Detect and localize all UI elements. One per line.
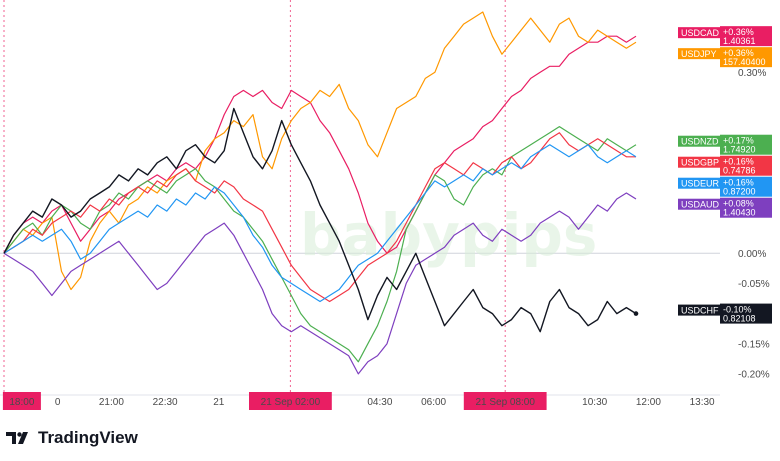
session-lines — [3, 0, 506, 395]
x-tick-label-8: 21 Sep 08:00 — [475, 397, 535, 408]
badge-usdgbp: USDGBP +0.16%0.74786 — [678, 155, 772, 176]
badge-symbol: USDGBP — [681, 158, 719, 168]
badge-price: 1.40430 — [723, 208, 756, 218]
badge-usdjpy: USDJPY +0.36%157.40400 — [678, 47, 772, 68]
y-tick-label-2: 0.00% — [738, 249, 766, 260]
x-axis[interactable]: 18:00 0 21:00 22:30 21 21 Sep 02:00 04:30 06:00… — [2, 392, 715, 410]
badge-usdnzd: USDNZD +0.17%1.74920 — [678, 134, 772, 155]
x-tick-highlight-8 — [463, 392, 547, 410]
badge-price: 0.74786 — [723, 166, 756, 176]
x-tick-label-1: 0 — [55, 397, 61, 408]
badge-usdchf: USDCHF -0.10%0.82108 — [678, 303, 772, 324]
x-tick-label-9: 10:30 — [582, 397, 607, 408]
x-tick-label-6: 04:30 — [367, 397, 392, 408]
badge-change: -0.10% — [723, 305, 752, 315]
watermark-text: babypips — [300, 201, 597, 269]
x-tick-label-7: 06:00 — [421, 397, 446, 408]
badge-change: +0.16% — [723, 178, 754, 188]
series-line-usdaud — [3, 192, 637, 375]
series-line-usdjpy — [3, 11, 637, 291]
badge-usdaud: USDAUD +0.08%1.40430 — [678, 197, 772, 218]
series-line-usdeur — [3, 144, 637, 303]
tradingview-brand[interactable]: TradingView — [6, 428, 138, 448]
badge-change: +0.36% — [723, 48, 754, 58]
badge-change: +0.36% — [723, 27, 754, 37]
series-lines — [3, 11, 639, 375]
series-last-point-usdchf — [633, 311, 639, 316]
x-tick-label-3: 22:30 — [153, 397, 178, 408]
x-tick-label-0: 18:00 — [9, 397, 34, 408]
badge-change: +0.16% — [723, 157, 754, 167]
y-tick-label-4: -0.15% — [738, 339, 770, 350]
series-line-usdgbp — [3, 132, 636, 303]
badge-change: +0.08% — [723, 199, 754, 209]
y-tick-label-0: 0.30% — [738, 68, 766, 79]
x-tick-label-5: 21 Sep 02:00 — [261, 397, 321, 408]
series-line-usdchf — [3, 107, 637, 333]
x-tick-highlight-5 — [249, 392, 332, 410]
brand-name: TradingView — [38, 428, 138, 447]
x-tick-highlight-0 — [2, 392, 41, 410]
badge-symbol: USDAUD — [681, 200, 720, 210]
badge-price: 0.82108 — [723, 314, 756, 324]
series-line-usdnzd — [3, 125, 637, 363]
badge-price: 1.74920 — [723, 145, 756, 155]
badge-usdeur: USDEUR +0.16%0.87200 — [678, 176, 772, 197]
badge-symbol: USDNZD — [681, 137, 719, 147]
badge-usdcad: USDCAD +0.36%1.40361 — [678, 26, 772, 47]
badge-symbol: USDCHF — [681, 306, 719, 316]
badge-symbol: USDEUR — [681, 179, 720, 189]
badge-change: +0.17% — [723, 136, 754, 146]
badge-price: 0.87200 — [723, 187, 756, 197]
tradingview-logo-icon — [6, 432, 28, 444]
x-tick-label-2: 21:00 — [99, 397, 124, 408]
badge-symbol: USDCAD — [681, 28, 720, 38]
y-tick-label-3: -0.05% — [738, 279, 770, 290]
badge-price: 1.40361 — [723, 36, 756, 46]
y-tick-label-5: -0.20% — [738, 369, 770, 380]
x-tick-label-11: 13:30 — [690, 397, 715, 408]
x-tick-label-4: 21 — [213, 397, 225, 408]
badge-symbol: USDJPY — [681, 49, 717, 59]
x-tick-label-10: 12:00 — [636, 397, 661, 408]
badge-price: 157.40400 — [723, 57, 766, 67]
